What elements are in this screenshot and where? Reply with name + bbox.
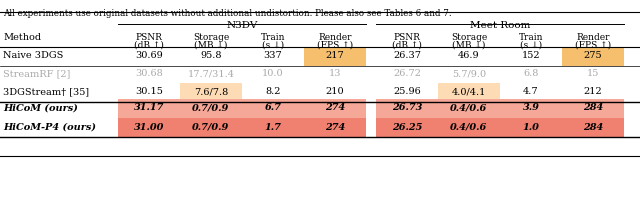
- Bar: [180, 83, 242, 102]
- Text: 1.0: 1.0: [523, 123, 540, 132]
- Text: 217: 217: [326, 52, 344, 60]
- Text: Storage: Storage: [451, 33, 487, 42]
- Text: 4.7: 4.7: [523, 88, 539, 97]
- Text: 152: 152: [522, 52, 540, 60]
- Text: 95.8: 95.8: [200, 52, 221, 60]
- Text: 5.7/9.0: 5.7/9.0: [452, 69, 486, 78]
- Text: HiCoM-P4 (ours): HiCoM-P4 (ours): [3, 123, 96, 132]
- Text: (MB ↓): (MB ↓): [195, 41, 228, 50]
- Text: (s ↓): (s ↓): [520, 41, 542, 50]
- Text: 212: 212: [584, 88, 602, 97]
- Text: 25.96: 25.96: [393, 88, 421, 97]
- Text: 3.9: 3.9: [523, 103, 540, 112]
- Text: (dB ↑): (dB ↑): [134, 41, 164, 50]
- Bar: [438, 83, 500, 102]
- Text: 26.25: 26.25: [392, 123, 422, 132]
- Bar: [500, 118, 562, 137]
- Text: (dB ↑): (dB ↑): [392, 41, 422, 50]
- Text: 210: 210: [326, 88, 344, 97]
- Text: 26.37: 26.37: [393, 52, 421, 60]
- Bar: [376, 118, 438, 137]
- Text: 30.69: 30.69: [135, 52, 163, 60]
- Text: (s ↓): (s ↓): [262, 41, 284, 50]
- Text: All experiments use original datasets without additional undistortion. Please al: All experiments use original datasets wi…: [3, 9, 452, 18]
- Bar: [304, 118, 366, 137]
- Text: 1.7: 1.7: [264, 123, 282, 132]
- Text: 6.7: 6.7: [264, 103, 282, 112]
- Text: 46.9: 46.9: [458, 52, 480, 60]
- Bar: [242, 118, 304, 137]
- Text: 275: 275: [584, 52, 602, 60]
- Text: 7.6/7.8: 7.6/7.8: [194, 88, 228, 97]
- Text: Train: Train: [260, 33, 285, 42]
- Bar: [180, 99, 242, 118]
- Text: 31.17: 31.17: [134, 103, 164, 112]
- Text: 31.00: 31.00: [134, 123, 164, 132]
- Text: Render: Render: [318, 33, 352, 42]
- Text: 6.8: 6.8: [524, 69, 539, 78]
- Bar: [118, 118, 180, 137]
- Text: 30.15: 30.15: [135, 88, 163, 97]
- Text: 274: 274: [325, 103, 345, 112]
- Text: 337: 337: [264, 52, 282, 60]
- Bar: [304, 47, 366, 66]
- Text: 0.7/0.9: 0.7/0.9: [193, 123, 230, 132]
- Text: 30.68: 30.68: [135, 69, 163, 78]
- Text: 0.4/0.6: 0.4/0.6: [451, 123, 488, 132]
- Text: 26.73: 26.73: [392, 103, 422, 112]
- Text: 8.2: 8.2: [265, 88, 281, 97]
- Text: 274: 274: [325, 123, 345, 132]
- Text: Render: Render: [576, 33, 610, 42]
- Bar: [242, 99, 304, 118]
- Text: 15: 15: [587, 69, 599, 78]
- Text: 0.7/0.9: 0.7/0.9: [193, 103, 230, 112]
- Text: 26.72: 26.72: [393, 69, 421, 78]
- Bar: [304, 99, 366, 118]
- Bar: [500, 99, 562, 118]
- Text: 284: 284: [583, 123, 603, 132]
- Text: Method: Method: [3, 33, 41, 42]
- Text: 17.7/31.4: 17.7/31.4: [188, 69, 234, 78]
- Text: (FPS ↑): (FPS ↑): [575, 41, 611, 50]
- Bar: [180, 118, 242, 137]
- Text: (FPS ↑): (FPS ↑): [317, 41, 353, 50]
- Text: N3DV: N3DV: [227, 21, 258, 30]
- Text: 3DGStream† [35]: 3DGStream† [35]: [3, 88, 89, 97]
- Bar: [562, 99, 624, 118]
- Text: (MB ↓): (MB ↓): [452, 41, 486, 50]
- Text: Storage: Storage: [193, 33, 229, 42]
- Bar: [438, 118, 500, 137]
- Text: 13: 13: [329, 69, 341, 78]
- Bar: [562, 118, 624, 137]
- Text: 10.0: 10.0: [262, 69, 284, 78]
- Text: PSNR: PSNR: [136, 33, 163, 42]
- Bar: [376, 99, 438, 118]
- Text: HiCoM (ours): HiCoM (ours): [3, 103, 78, 112]
- Text: Train: Train: [519, 33, 543, 42]
- Text: StreamRF [2]: StreamRF [2]: [3, 69, 70, 78]
- Text: 0.4/0.6: 0.4/0.6: [451, 103, 488, 112]
- Text: PSNR: PSNR: [394, 33, 420, 42]
- Text: 4.0/4.1: 4.0/4.1: [452, 88, 486, 97]
- Bar: [438, 99, 500, 118]
- Bar: [562, 47, 624, 66]
- Bar: [118, 99, 180, 118]
- Text: Naive 3DGS: Naive 3DGS: [3, 52, 63, 60]
- Text: Meet Room: Meet Room: [470, 21, 530, 30]
- Text: 284: 284: [583, 103, 603, 112]
